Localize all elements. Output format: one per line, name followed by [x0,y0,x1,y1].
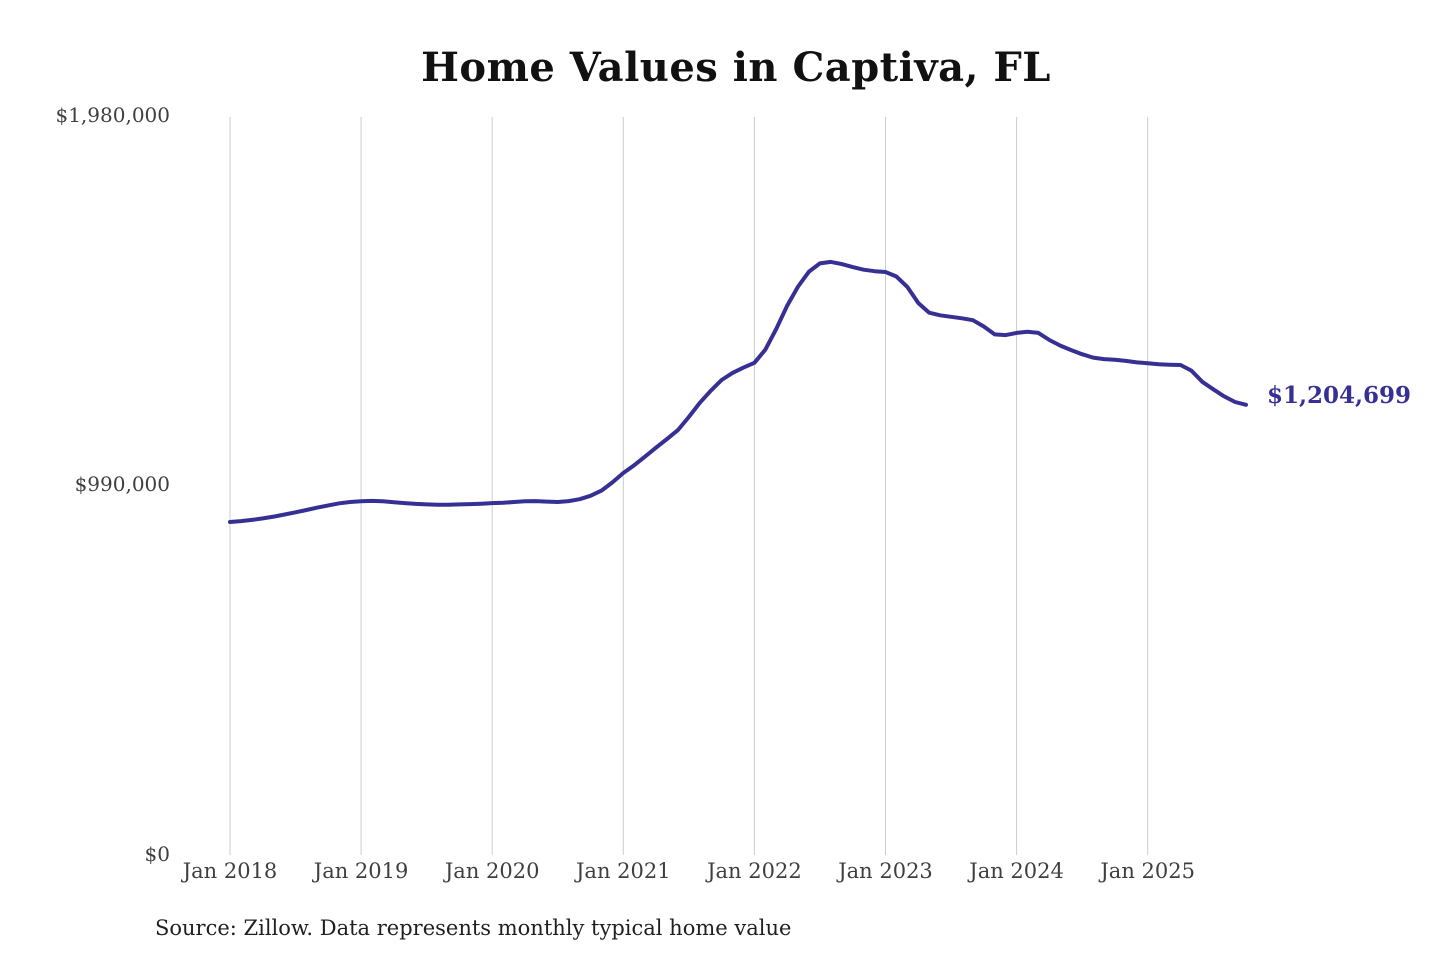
source-note: Source: Zillow. Data represents monthly … [155,916,792,940]
x-axis-tick: Jan 2024 [969,859,1064,883]
y-axis-tick-top: $1,980,000 [55,103,170,127]
home-value-series-line [228,259,1248,524]
y-axis-tick-middle: $990,000 [74,472,170,496]
x-axis-tick: Jan 2020 [444,859,540,883]
x-axis-tick: Jan 2019 [313,859,409,883]
y-axis-tick-zero: $0 [144,842,170,866]
chart-title: Home Values in Captiva, FL [421,44,1051,91]
x-axis-tick: Jan 2022 [707,859,802,883]
x-axis-tick: Jan 2023 [838,859,933,883]
latest-value-label: $1,204,699 [1267,382,1412,409]
x-axis-tick: Jan 2021 [576,859,671,883]
x-axis-tick: Jan 2025 [1100,859,1195,883]
x-axis-tick: Jan 2018 [182,859,278,883]
